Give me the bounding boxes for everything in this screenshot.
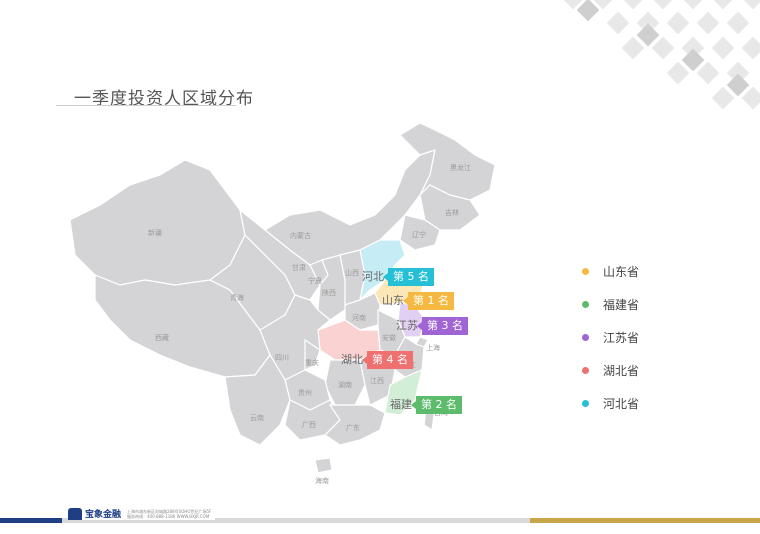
legend-dot bbox=[582, 366, 589, 374]
legend-item-jiangsu: 江苏省 bbox=[582, 328, 639, 346]
callout-province-hebei: 河北 bbox=[362, 270, 384, 283]
legend-item-shandong: 山东省 bbox=[582, 262, 639, 280]
footer-bar bbox=[0, 518, 760, 523]
legend-label: 江苏省 bbox=[603, 330, 640, 345]
label-jiangxi: 江西 bbox=[370, 377, 384, 385]
label-shanghai: 上海 bbox=[426, 343, 440, 352]
label-chongqing: 重庆 bbox=[305, 358, 319, 367]
label-jilin: 吉林 bbox=[445, 208, 459, 217]
footer-accent-gold bbox=[530, 518, 760, 523]
label-shaanxi: 陕西 bbox=[322, 288, 336, 297]
callout-province-jiangsu: 江苏 bbox=[396, 319, 418, 332]
company-logo: 宝象金融 上海市浦东新区向城路288号SOHO世纪广场5F 服务热线：400-8… bbox=[68, 507, 216, 520]
label-ningxia: 宁夏 bbox=[308, 276, 322, 285]
legend-item-hubei: 湖北省 bbox=[582, 361, 639, 379]
legend-dot bbox=[582, 333, 589, 341]
legend-label: 山东省 bbox=[603, 264, 640, 279]
label-guizhou: 贵州 bbox=[298, 388, 312, 397]
legend: 山东省 福建省 江苏省 湖北省 河北省 bbox=[582, 262, 639, 427]
label-liaoning: 辽宁 bbox=[412, 230, 426, 239]
footer-address: 上海市浦东新区向城路288号SOHO世纪广场5F bbox=[127, 508, 212, 514]
label-sichuan: 四川 bbox=[275, 354, 289, 362]
footer-hotline: 服务热线：400-888-1186 WWW.BXJR.COM bbox=[127, 513, 210, 519]
label-heilongjiang: 黑龙江 bbox=[450, 163, 471, 172]
callout-rank-hebei: 第 5 名 bbox=[383, 268, 434, 286]
label-henan: 河南 bbox=[352, 313, 366, 322]
callout-hebei: 河北 第 5 名 bbox=[358, 268, 434, 286]
region-chongqing bbox=[304, 338, 321, 371]
footer-accent-blue bbox=[0, 518, 62, 523]
region-guangdong bbox=[324, 404, 386, 446]
callout-province-fujian: 福建 bbox=[390, 398, 412, 411]
region-inner-mongolia bbox=[263, 149, 436, 266]
callout-province-shandong: 山东 bbox=[382, 294, 404, 307]
slide-title: 一季度投资人区域分布 bbox=[74, 89, 254, 109]
legend-label: 福建省 bbox=[603, 297, 640, 312]
label-xinjiang: 新疆 bbox=[148, 228, 162, 237]
region-yunnan bbox=[224, 353, 291, 446]
label-guangdong: 广东 bbox=[346, 423, 360, 432]
label-yunnan: 云南 bbox=[250, 413, 264, 422]
region-xinjiang bbox=[69, 159, 246, 286]
callout-fujian: 福建 第 2 名 bbox=[386, 396, 462, 414]
legend-dot bbox=[582, 399, 589, 407]
callout-rank-jiangsu: 第 3 名 bbox=[417, 317, 468, 335]
china-map-svg: 新疆 西藏 青海 甘肃 内蒙古 黑龙江 吉林 辽宁 四川 云南 广西 广东 湖南… bbox=[69, 122, 496, 485]
legend-dot bbox=[582, 267, 589, 275]
logo-elephant-icon bbox=[68, 507, 82, 520]
decorative-diamond-pattern bbox=[561, 0, 760, 110]
label-gansu: 甘肃 bbox=[292, 263, 306, 272]
callout-hubei: 湖北 第 4 名 bbox=[337, 351, 413, 369]
label-shanxi: 山西 bbox=[345, 268, 359, 277]
label-tibet: 西藏 bbox=[155, 333, 169, 342]
label-inner-mongolia: 内蒙古 bbox=[290, 231, 311, 240]
title-underline bbox=[56, 105, 236, 106]
label-hainan: 海南 bbox=[315, 476, 329, 485]
callout-jiangsu: 江苏 第 3 名 bbox=[392, 317, 468, 335]
region-name-labels: 新疆 西藏 青海 甘肃 内蒙古 黑龙江 吉林 辽宁 四川 云南 广西 广东 湖南… bbox=[148, 163, 471, 485]
callout-rank-hubei: 第 4 名 bbox=[362, 351, 413, 369]
callout-rank-shandong: 第 1 名 bbox=[403, 292, 454, 310]
label-hunan: 湖南 bbox=[338, 380, 352, 389]
callout-rank-fujian: 第 2 名 bbox=[411, 396, 462, 414]
legend-dot bbox=[582, 300, 589, 308]
label-guangxi: 广西 bbox=[302, 420, 316, 429]
legend-label: 河北省 bbox=[603, 396, 640, 411]
callout-shandong: 山东 第 1 名 bbox=[378, 292, 454, 310]
legend-item-fujian: 福建省 bbox=[582, 295, 639, 313]
label-qinghai: 青海 bbox=[230, 293, 244, 302]
logo-text: 宝象金融 bbox=[85, 510, 122, 520]
legend-item-hebei: 河北省 bbox=[582, 394, 639, 412]
callout-province-hubei: 湖北 bbox=[341, 353, 363, 366]
map-regions bbox=[69, 122, 496, 474]
china-map: 新疆 西藏 青海 甘肃 内蒙古 黑龙江 吉林 辽宁 四川 云南 广西 广东 湖南… bbox=[60, 115, 510, 490]
footer-contact: 上海市浦东新区向城路288号SOHO世纪广场5F 服务热线：400-888-11… bbox=[127, 509, 211, 519]
legend-label: 湖北省 bbox=[603, 363, 640, 378]
region-hainan bbox=[314, 457, 333, 474]
label-anhui: 安徽 bbox=[382, 333, 396, 342]
